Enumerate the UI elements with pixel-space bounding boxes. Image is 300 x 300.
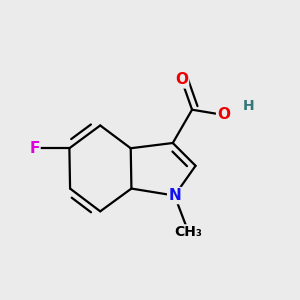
- Text: O: O: [175, 72, 188, 87]
- Text: F: F: [29, 141, 40, 156]
- Text: H: H: [242, 99, 254, 113]
- Text: O: O: [217, 107, 230, 122]
- Text: CH₃: CH₃: [175, 225, 203, 239]
- Text: N: N: [168, 188, 181, 203]
